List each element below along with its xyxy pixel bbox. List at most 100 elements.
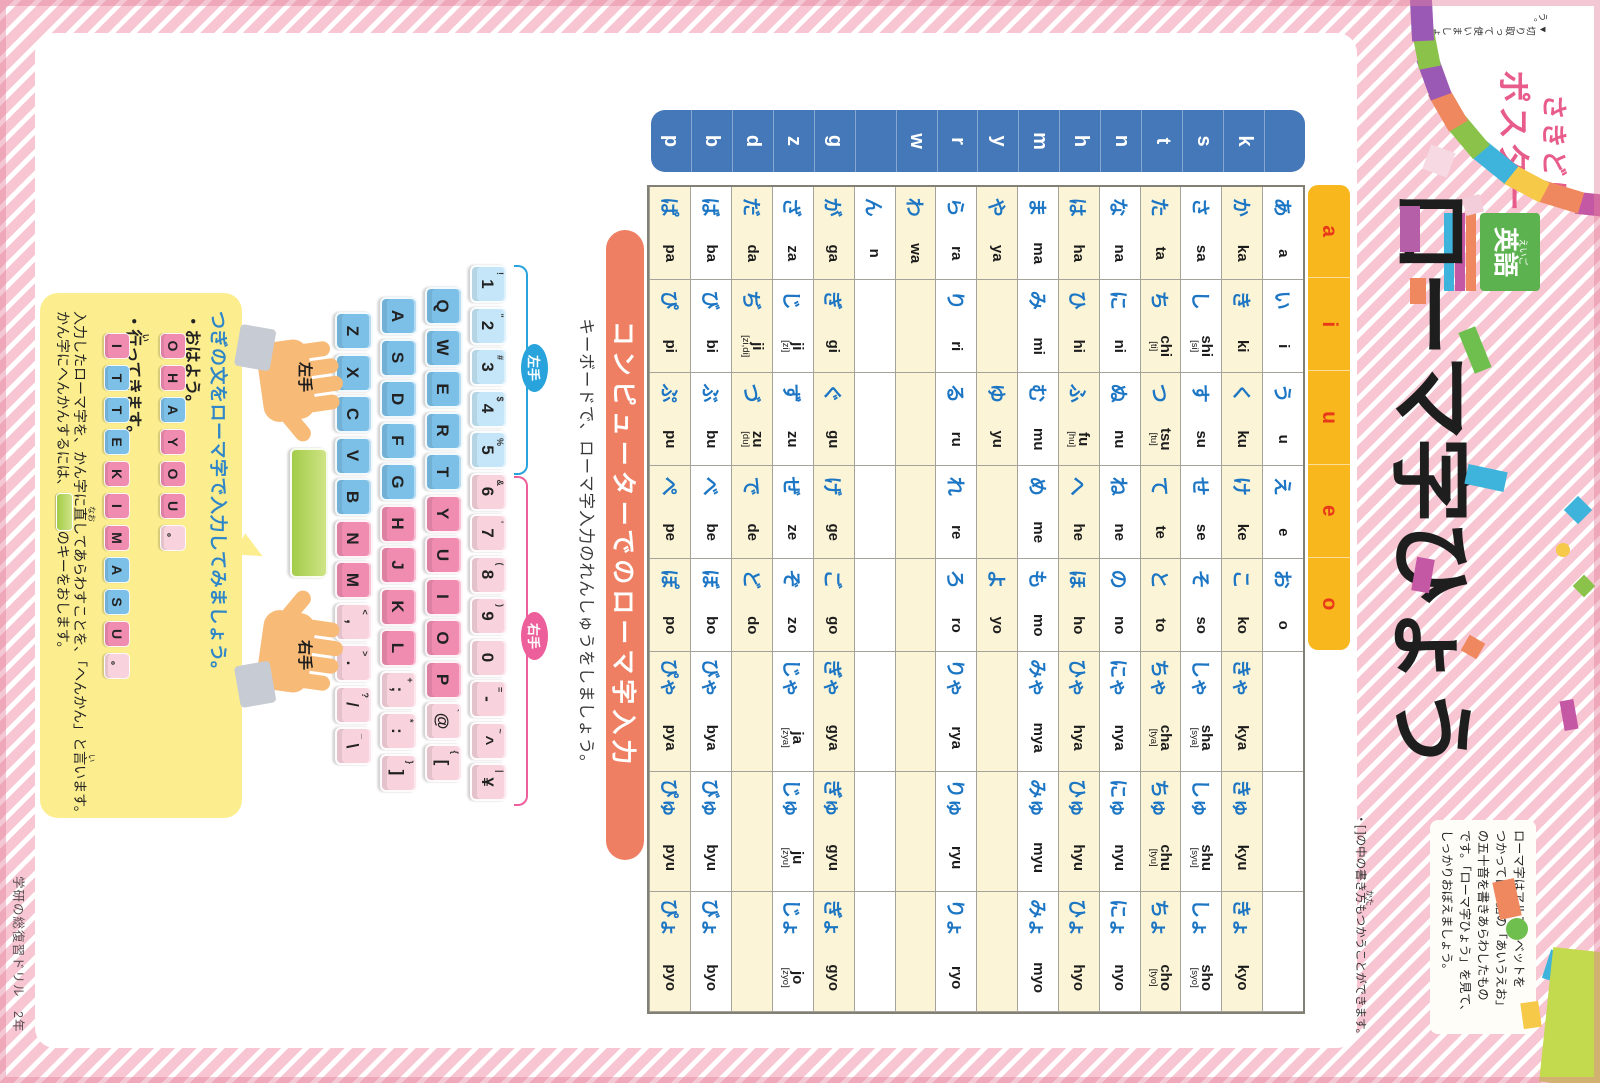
hiragana-text: ひゃ (1066, 659, 1088, 698)
keyboard-key-7: 7 ' (470, 514, 508, 552)
romaji-text: chu [tyu] (1148, 844, 1175, 872)
hiragana-text: づ (739, 383, 761, 403)
romaji-text: ji [zi,di] (739, 335, 766, 358)
description-line: しっかりおぼえましょう。 (1440, 830, 1454, 976)
romaji-text: ki (1233, 339, 1251, 353)
romaji-cell: ぬ nu (1098, 373, 1140, 466)
keyboard-key-H: H (380, 504, 418, 543)
romaji-cell: しゃ sha [sya] (1180, 652, 1222, 772)
keyboard-key-@: @ ` (425, 702, 463, 740)
romaji-cell: で de (731, 466, 773, 559)
romaji-text: ga (825, 244, 843, 262)
hiragana-text: ぶ (698, 383, 720, 403)
romaji-cell: と to (1139, 559, 1181, 652)
keyboard-key-W: W (425, 328, 463, 367)
romaji-text: sha [sya] (1188, 724, 1215, 751)
hiragana-text: ら (943, 197, 965, 217)
romaji-text: ra (947, 246, 965, 261)
consonant-header-cell: d (731, 110, 773, 172)
romaji-cell: づ zu [du] (731, 373, 773, 466)
romaji-text: zo (784, 616, 802, 634)
hiragana-text: ぎゃ (821, 659, 843, 697)
romaji-text: cha [tya] (1148, 724, 1175, 751)
romaji-cell: す su (1180, 373, 1222, 466)
space-key (290, 448, 328, 578)
hiragana-text: ぴゃ (657, 659, 679, 698)
hiragana-text: ちゃ (1148, 659, 1170, 698)
confetti-icon (1506, 918, 1528, 940)
romaji-cell: め me (1017, 466, 1058, 559)
hiragana-text: ちゅ (1148, 779, 1170, 818)
keyboard-key-/: /? (335, 685, 373, 724)
romaji-text: mi (1029, 337, 1047, 355)
romaji-cell: て te (1139, 466, 1181, 559)
hiragana-text: が (821, 197, 843, 217)
bubble-key-Y: Y (160, 429, 186, 455)
romaji-text: to (1152, 618, 1170, 633)
romaji-cell: ほ ho (1057, 559, 1099, 652)
keyboard-key-¥: ¥ | (470, 763, 508, 801)
hiragana-text: ぴ (657, 290, 679, 310)
hiragana-text: きゅ (1229, 779, 1251, 818)
romaji-cell: ぺ pe (649, 466, 691, 559)
hiragana-text: みゃ (1025, 659, 1047, 698)
hiragana-text: き (1229, 290, 1251, 310)
romaji-cell: にゅ nyu (1098, 772, 1140, 892)
consonant-header-cell: z (772, 110, 814, 172)
keyboard-key-9: 9) (470, 597, 508, 635)
vowel-header-cell: u (1308, 371, 1350, 465)
section-heading-pill: コンピューターでのローマ字入力 (606, 230, 644, 860)
romaji-cell (894, 652, 936, 772)
romaji-text: pyu (661, 844, 679, 872)
hiragana-text: びゅ (698, 779, 720, 818)
romaji-text: n (866, 248, 884, 258)
romaji-cell: ひゃ hya (1057, 652, 1099, 772)
confetti-icon (1559, 699, 1579, 731)
keyboard-key-2: 2 " (470, 306, 508, 345)
hiragana-text: ぽ (657, 569, 679, 589)
bubble-key-A: A (104, 557, 130, 583)
hiragana-text: お (1270, 569, 1292, 589)
hiragana-text: う (1270, 383, 1292, 403)
romaji-text: so (1192, 616, 1210, 634)
romaji-cell: にゃ nya (1098, 652, 1140, 772)
consonant-header-cell: p (660, 134, 683, 148)
bubble-key-S: S (104, 589, 130, 615)
hiragana-text: じょ (780, 899, 802, 938)
hiragana-text: じゃ (780, 659, 802, 698)
romaji-text: kyu (1233, 844, 1251, 871)
explanation-line2-post: のキーをおします。 (55, 530, 71, 656)
keyboard-key-P: P (425, 660, 463, 699)
hiragana-text: こ (1229, 569, 1251, 589)
romaji-cell: ぞ zo (772, 559, 813, 652)
romaji-cell: じゃ ja [zya] (772, 652, 813, 772)
arc-segment-icon (1410, 0, 1435, 42)
hiragana-text: じ (780, 290, 802, 310)
romaji-cell: びゅ byu (690, 772, 732, 892)
hiragana-text: ぎゅ (821, 779, 843, 817)
romaji-cell: りょ ryo (935, 892, 977, 1012)
romaji-text: kya (1233, 725, 1251, 751)
hiragana-text: ぞ (780, 569, 802, 589)
keyboard-key-A: A (380, 297, 418, 335)
consonant-header-cell: b (690, 110, 732, 172)
hiragana-text: びゃ (698, 659, 720, 698)
romaji-text: cho [tyo] (1148, 964, 1175, 992)
romaji-text: ja [zya] (780, 727, 807, 748)
keyboard-key-Y: Y (425, 494, 463, 533)
romaji-text: ro (947, 617, 965, 633)
hiragana-text: げ (821, 476, 843, 496)
romaji-text: o (1274, 620, 1292, 630)
bubble-key-M: M (104, 525, 130, 551)
romaji-cell: じゅ ju [zyu] (772, 772, 813, 892)
romaji-cell: へ he (1057, 466, 1099, 559)
hiragana-text: け (1229, 476, 1251, 496)
hiragana-text: ひょ (1066, 899, 1088, 938)
left-hand-icon (233, 323, 350, 457)
hiragana-text: せ (1188, 476, 1210, 496)
confetti-icon (1400, 206, 1420, 252)
romaji-text: yo (988, 616, 1006, 634)
keyboard-key-0: 0 (470, 638, 508, 677)
